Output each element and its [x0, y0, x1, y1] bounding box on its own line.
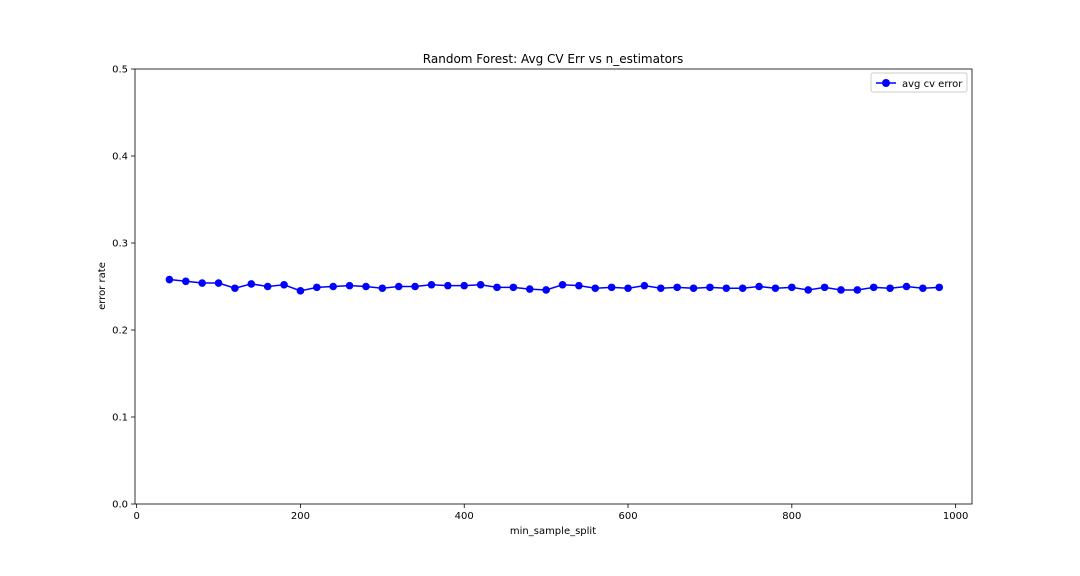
y-axis-ticks: 0.0 0.1 0.2 0.3 0.4 0.5 — [112, 65, 135, 511]
data-point — [476, 280, 485, 289]
data-point — [329, 282, 337, 291]
x-axis-ticks: 0 200 400 600 800 1000 — [133, 504, 968, 522]
legend-point-marker — [882, 79, 890, 87]
plot-frame — [134, 68, 973, 505]
y-tick-label: 0.0 — [112, 500, 128, 511]
y-tick-label: 0.2 — [112, 326, 128, 337]
data-point — [869, 283, 878, 292]
data-point — [558, 280, 567, 289]
data-point — [394, 282, 403, 291]
data-point — [673, 283, 681, 292]
y-tick-label: 0.3 — [112, 239, 128, 250]
data-point — [706, 283, 714, 292]
data-point — [460, 281, 469, 290]
legend-label: avg cv error — [902, 79, 963, 90]
data-point — [247, 280, 256, 288]
data-point — [788, 283, 796, 292]
data-point — [542, 286, 550, 294]
chart-title: Random Forest: Avg CV Err vs n_estimator… — [423, 52, 683, 66]
x-tick-label: 200 — [291, 511, 310, 522]
data-point — [525, 285, 534, 293]
data-point — [738, 284, 747, 293]
x-tick-label: 400 — [455, 511, 474, 522]
data-point — [837, 286, 845, 294]
data-point — [362, 282, 370, 291]
data-point — [902, 282, 911, 291]
y-axis-label: error rate — [97, 262, 108, 310]
data-point — [886, 284, 894, 293]
x-tick-label: 600 — [618, 511, 637, 522]
data-point — [427, 280, 436, 289]
data-point — [804, 286, 813, 294]
data-point — [607, 283, 616, 292]
data-point — [722, 284, 731, 293]
data-point — [345, 281, 354, 290]
data-point — [624, 284, 632, 293]
x-tick-label: 1000 — [943, 511, 968, 522]
data-point — [493, 283, 501, 292]
data-point — [656, 284, 665, 293]
data-point — [296, 287, 305, 295]
data-point — [231, 284, 239, 293]
x-tick-label: 800 — [782, 511, 801, 522]
y-tick-label: 0.1 — [112, 413, 128, 424]
x-axis-label: min_sample_split — [510, 526, 596, 537]
data-point — [165, 275, 174, 284]
data-point — [313, 283, 321, 292]
data-point — [263, 282, 272, 291]
data-point — [591, 284, 600, 293]
data-point — [378, 284, 387, 293]
y-tick-label: 0.5 — [112, 65, 128, 76]
data-point — [755, 282, 763, 291]
data-point — [444, 281, 452, 290]
data-point — [771, 284, 780, 293]
y-tick-label: 0.4 — [112, 152, 128, 163]
data-point — [853, 286, 862, 294]
series-layer — [165, 275, 944, 295]
data-point — [935, 283, 944, 292]
data-point — [575, 281, 583, 290]
data-point — [214, 279, 223, 287]
x-tick-label: 0 — [133, 511, 139, 522]
data-point — [411, 282, 419, 291]
data-point — [919, 284, 927, 293]
data-point — [280, 280, 288, 289]
data-point — [181, 277, 190, 286]
data-point — [198, 279, 206, 287]
data-point — [509, 283, 518, 292]
legend: avg cv error — [870, 72, 968, 93]
data-point — [640, 281, 649, 290]
data-point — [689, 284, 698, 293]
legend-box — [870, 72, 968, 93]
data-point — [820, 283, 829, 292]
